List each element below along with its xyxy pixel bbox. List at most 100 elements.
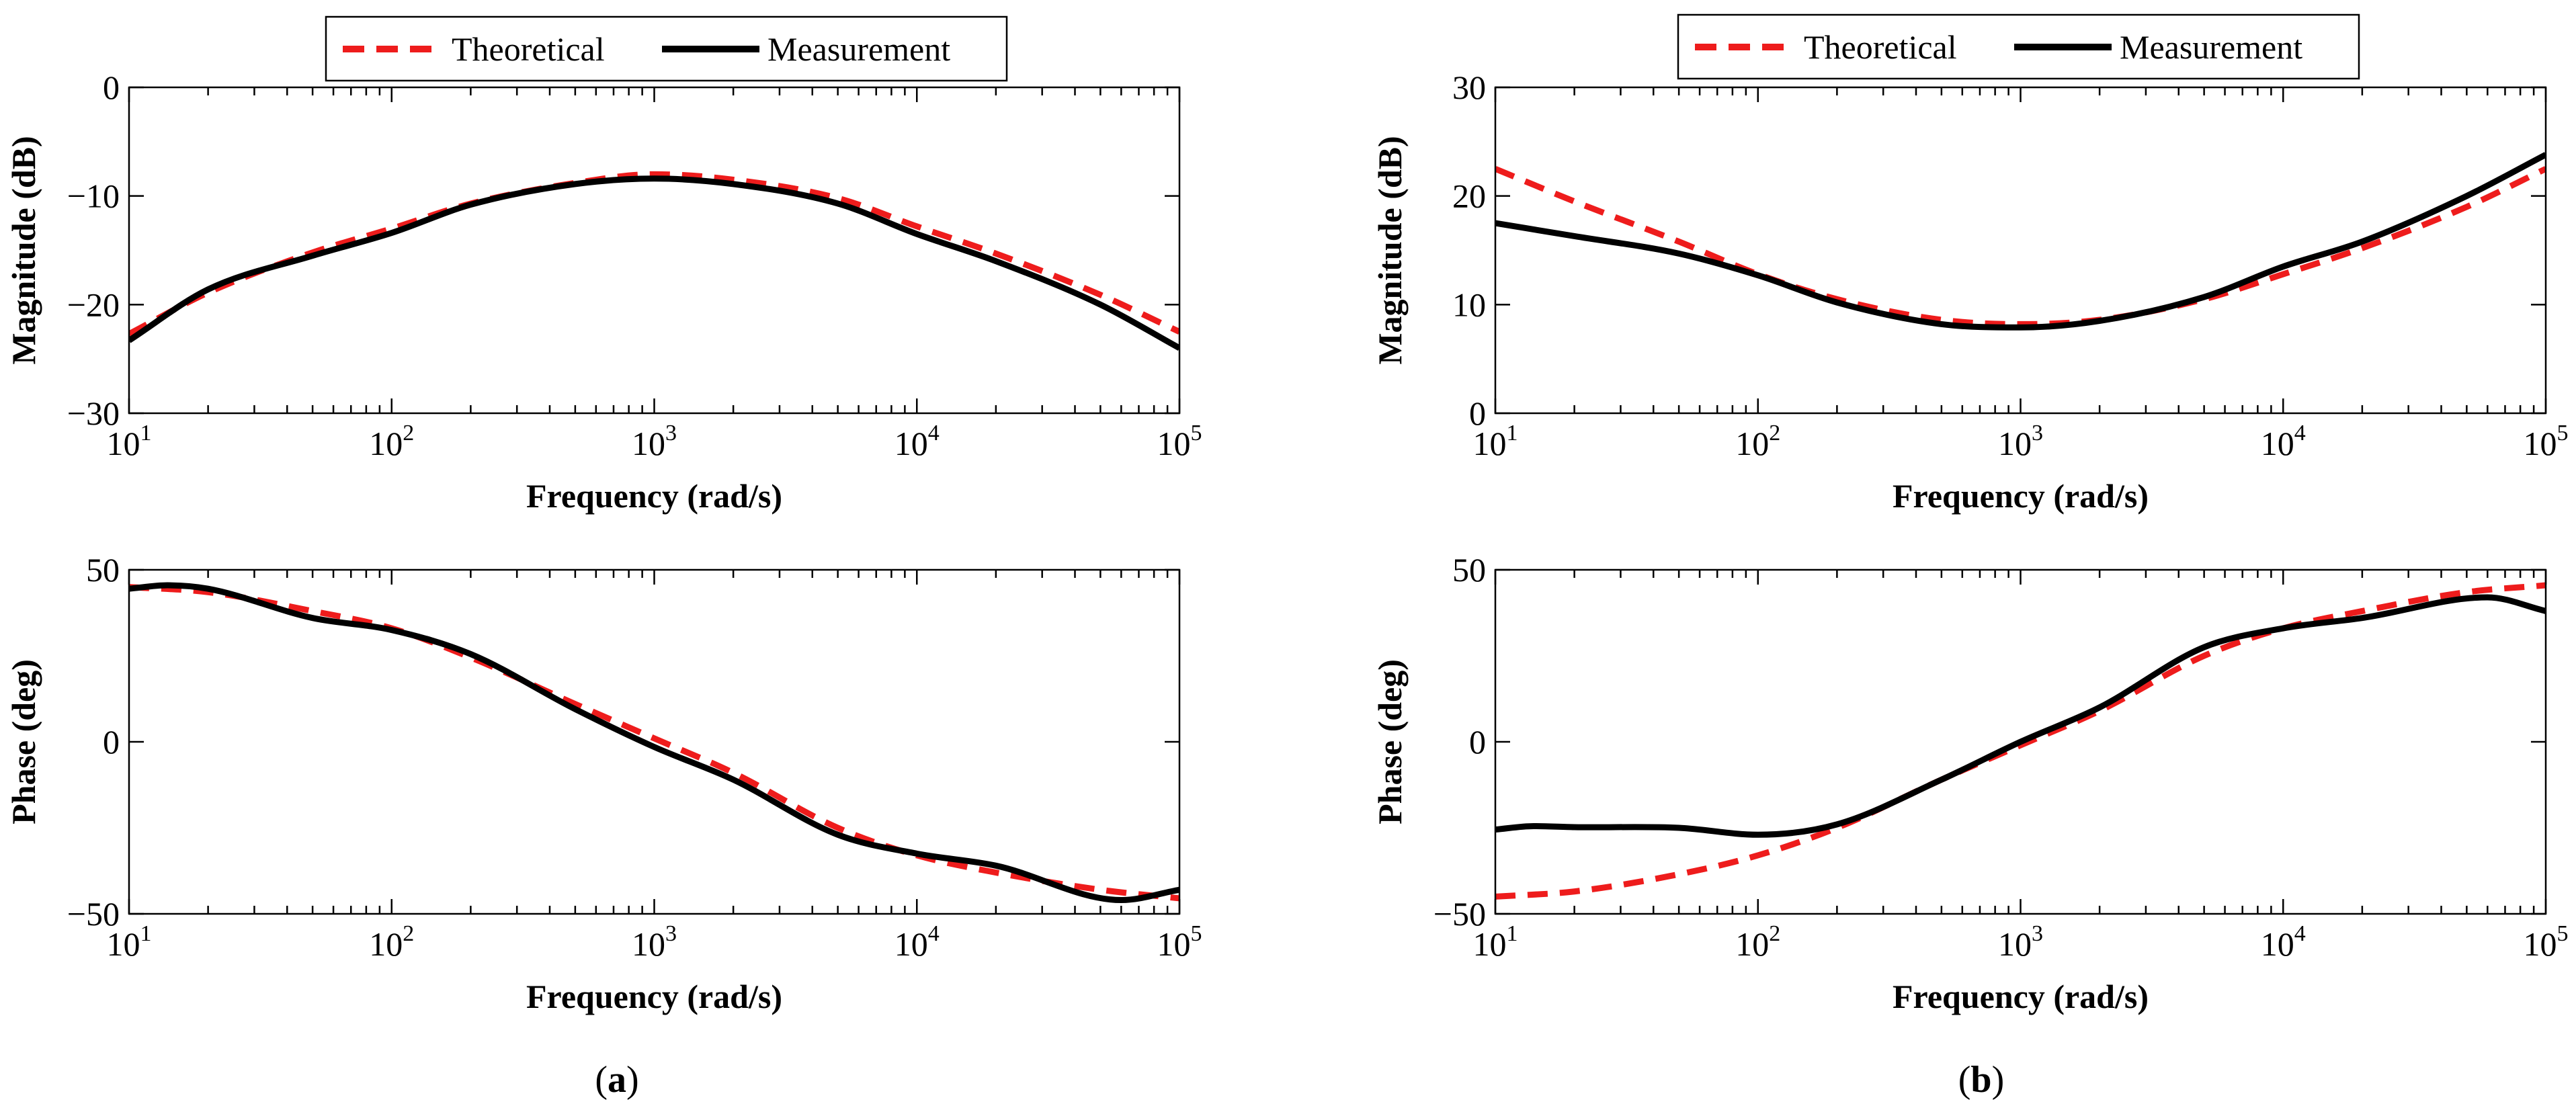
chart-a-mag-xtick-label-base: 10 [1157, 425, 1191, 462]
chart-b-phase-ytick-label: 50 [1452, 551, 1486, 589]
chart-a-mag-xtick-label-exponent: 1 [140, 421, 152, 445]
chart-a-mag-xtick-label: 103 [632, 421, 677, 462]
chart-a-phase-xtick-label-exponent: 2 [403, 921, 414, 946]
chart-b-phase-xtick-label-exponent: 5 [2557, 921, 2569, 946]
chart-a-phase-xtick-label-exponent: 3 [665, 921, 677, 946]
chart-a-mag-xtick-label-exponent: 2 [403, 421, 414, 445]
chart-b-mag-xtick-label: 101 [1473, 421, 1518, 462]
chart-b-mag-xlabel: Frequency (rad/s) [1893, 477, 2149, 515]
chart-a-phase-xtick-label-base: 10 [369, 925, 403, 963]
legend-b-measurement-label: Measurement [2120, 28, 2302, 66]
chart-b-mag-xtick-label-exponent: 2 [1769, 421, 1780, 445]
chart-b-mag-xtick-label: 104 [2261, 421, 2306, 462]
chart-a-phase-xtick-label: 101 [107, 921, 152, 963]
chart-a-mag-xtick-label-base: 10 [107, 425, 140, 462]
chart-a-mag-xtick-label-exponent: 4 [928, 421, 940, 445]
chart-b-mag-xtick-label-exponent: 4 [2294, 421, 2306, 445]
chart-b-phase-xtick-label-exponent: 4 [2294, 921, 2306, 946]
legend-b-theoretical-label: Theoretical [1804, 28, 1957, 66]
chart-b-mag-xtick-label: 102 [1735, 421, 1780, 462]
chart-b-phase-xtick-label-base: 10 [1998, 925, 2032, 963]
chart-b-mag-ytick-label: 20 [1452, 177, 1486, 215]
chart-a-phase-xtick-label-base: 10 [895, 925, 928, 963]
chart-b-phase-ytick-label: −50 [1434, 895, 1486, 933]
chart-a-mag-xtick-label: 105 [1157, 421, 1202, 462]
chart-b-phase-xtick-label-base: 10 [1735, 925, 1769, 963]
chart-a-phase-xtick-label-base: 10 [1157, 925, 1191, 963]
chart-a-mag-xtick-label-base: 10 [895, 425, 928, 462]
chart-b-phase-xtick-label-exponent: 3 [2032, 921, 2043, 946]
legend-a-theoretical-label: Theoretical [452, 30, 605, 68]
chart-a-mag-xtick-label: 101 [107, 421, 152, 462]
chart-b-phase-ylabel: Phase (deg) [1371, 659, 1409, 824]
chart-b-mag-series-measurement-line [1495, 152, 2546, 331]
chart-b-phase-xtick-label: 101 [1473, 921, 1518, 963]
chart-a-phase-ytick-label: −50 [67, 895, 120, 933]
chart-a-mag-xtick-label: 104 [895, 421, 940, 462]
chart-b-mag-xtick-label: 105 [2524, 421, 2569, 462]
chart-a-phase-xtick-label: 103 [632, 921, 677, 963]
legend-a: Theoretical Measurement [325, 15, 1008, 82]
chart-a-phase-ylabel: Phase (deg) [5, 659, 42, 824]
chart-a-mag-series-measurement-line [129, 175, 1179, 351]
chart-b-phase-xtick-label-base: 10 [2524, 925, 2557, 963]
chart-b-phase-series-measurement-line [1495, 594, 2546, 838]
chart-b-mag-xtick-label: 103 [1998, 421, 2043, 462]
chart-b-phase-xtick-label-exponent: 1 [1507, 921, 1518, 946]
chart-a-mag-xtick-label-base: 10 [632, 425, 665, 462]
chart-a-phase-xtick-label-base: 10 [632, 925, 665, 963]
chart-b-phase-xlabel: Frequency (rad/s) [1893, 978, 2149, 1015]
chart-a-mag-xlabel: Frequency (rad/s) [526, 477, 782, 515]
chart-b-mag-xtick-label-base: 10 [1735, 425, 1769, 462]
chart-b-mag-ylabel: Magnitude (dB) [1371, 136, 1409, 364]
panel-label-b: (b) [1958, 1059, 2004, 1101]
chart-a-phase-xlabel: Frequency (rad/s) [526, 978, 782, 1015]
chart-a-mag-ytick-label: −10 [67, 177, 120, 215]
chart-a-phase-xtick-label-exponent: 5 [1191, 921, 1202, 946]
chart-a-mag-xtick-label: 102 [369, 421, 414, 462]
chart-b-phase-xtick-label: 105 [2524, 921, 2569, 963]
chart-b-mag-ytick-label: 0 [1469, 394, 1486, 432]
chart-a-mag-ytick-label: 0 [103, 69, 120, 106]
chart-b-mag-xtick-label-base: 10 [1473, 425, 1507, 462]
chart-b-phase-xtick-label-base: 10 [1473, 925, 1507, 963]
chart-b-mag-xtick-label-exponent: 5 [2557, 421, 2569, 445]
chart-a-mag-series-theoretical-line [129, 171, 1179, 337]
chart-a-mag-ytick-label: −20 [67, 286, 120, 323]
chart-b-mag-xtick-label-base: 10 [2524, 425, 2557, 462]
chart-a-mag-xtick-label-exponent: 5 [1191, 421, 1202, 445]
chart-a-phase-ytick-label: 0 [103, 723, 120, 761]
chart-a-mag-ylabel: Magnitude (dB) [5, 136, 42, 364]
chart-b-phase-xtick-label: 103 [1998, 921, 2043, 963]
chart-a-phase-xtick-label: 104 [895, 921, 940, 963]
chart-a-phase-series-measurement-line [129, 582, 1179, 904]
chart-b-mag-series-theoretical-line [1495, 166, 2546, 327]
chart-b-mag-xtick-label-base: 10 [2261, 425, 2294, 462]
chart-a-phase-xtick-label: 105 [1157, 921, 1202, 963]
chart-a-phase-xtick-label-base: 10 [107, 925, 140, 963]
chart-b-phase-xtick-label-base: 10 [2261, 925, 2294, 963]
chart-a-mag-xtick-label-exponent: 3 [665, 421, 677, 445]
chart-b-phase-xtick-label: 102 [1735, 921, 1780, 963]
chart-b-mag-ytick-label: 30 [1452, 69, 1486, 106]
chart-a-phase-series-theoretical-line [129, 584, 1179, 902]
chart-a-mag-xtick-label-base: 10 [369, 425, 403, 462]
chart-b-phase-xtick-label: 104 [2261, 921, 2306, 963]
chart-b-phase-series-theoretical-line [1495, 582, 2546, 900]
chart-a-phase-xtick-label: 102 [369, 921, 414, 963]
chart-b-mag-ytick-label: 10 [1452, 286, 1486, 323]
chart-a-mag-ytick-label: −30 [67, 394, 120, 432]
chart-a-phase-xtick-label-exponent: 4 [928, 921, 940, 946]
chart-b-mag-xtick-label-base: 10 [1998, 425, 2032, 462]
chart-a-phase-ytick-label: 50 [86, 551, 120, 589]
chart-b-phase-ytick-label: 0 [1469, 723, 1486, 761]
chart-b-mag-xtick-label-exponent: 3 [2032, 421, 2043, 445]
chart-a-phase-xtick-label-exponent: 1 [140, 921, 152, 946]
chart-b-phase-xtick-label-exponent: 2 [1769, 921, 1780, 946]
